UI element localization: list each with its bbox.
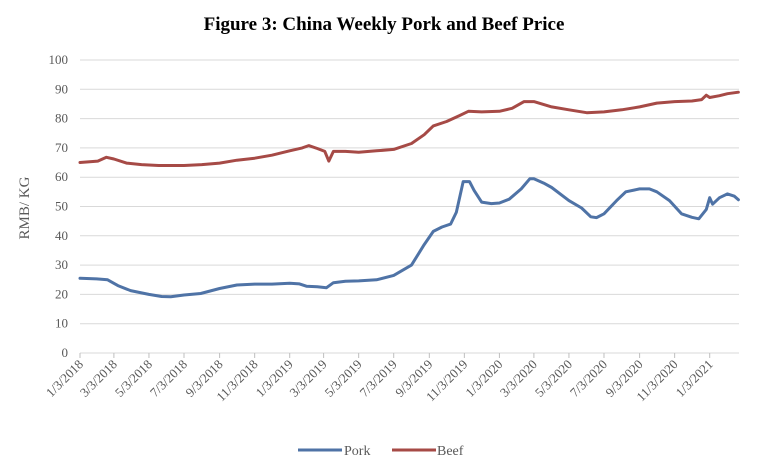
- y-tick-label: 40: [55, 228, 68, 243]
- y-tick-label: 70: [55, 140, 68, 155]
- series-line-pork: [78, 177, 740, 299]
- y-tick-label: 10: [55, 316, 68, 331]
- series-layer: [78, 90, 740, 299]
- legend-label-beef: Beef: [437, 444, 464, 459]
- x-tick-label: 3/3/2018: [77, 357, 120, 400]
- x-tick-label: 5/3/2019: [321, 357, 364, 400]
- chart-title: Figure 3: China Weekly Pork and Beef Pri…: [204, 14, 565, 35]
- y-tick-label: 50: [55, 199, 68, 214]
- y-tick-label: 30: [55, 257, 68, 272]
- x-tick-label: 3/3/2019: [286, 357, 329, 400]
- y-tick-label: 60: [55, 169, 68, 184]
- x-tick-label: 7/3/2019: [357, 357, 400, 400]
- x-tick-label: 1/3/2020: [462, 357, 505, 400]
- x-tick-labels: 1/3/20183/3/20185/3/20187/3/20189/3/2018…: [43, 357, 716, 405]
- x-tick-label: 7/3/2020: [567, 357, 610, 400]
- x-tick-label: 5/3/2018: [112, 357, 155, 400]
- y-axis-title: RMB/ KG: [17, 176, 33, 239]
- y-tick-label: 0: [62, 345, 69, 360]
- legend: Pork Beef: [298, 444, 464, 459]
- series-line-beef: [78, 90, 740, 167]
- grid-layer: [79, 59, 739, 358]
- x-tick-label: 1/3/2021: [673, 357, 716, 400]
- y-tick-label: 20: [55, 286, 68, 301]
- y-tick-labels: 0 10 20 30 40 50 60 70 80 90 100: [49, 52, 69, 360]
- legend-label-pork: Pork: [344, 444, 370, 459]
- x-tick-label: 5/3/2020: [532, 357, 575, 400]
- y-tick-label: 80: [55, 111, 68, 126]
- y-tick-label: 100: [49, 52, 69, 67]
- x-tick-label: 7/3/2018: [147, 357, 190, 400]
- x-tick-label: 3/3/2020: [497, 357, 540, 400]
- y-tick-label: 90: [55, 81, 68, 96]
